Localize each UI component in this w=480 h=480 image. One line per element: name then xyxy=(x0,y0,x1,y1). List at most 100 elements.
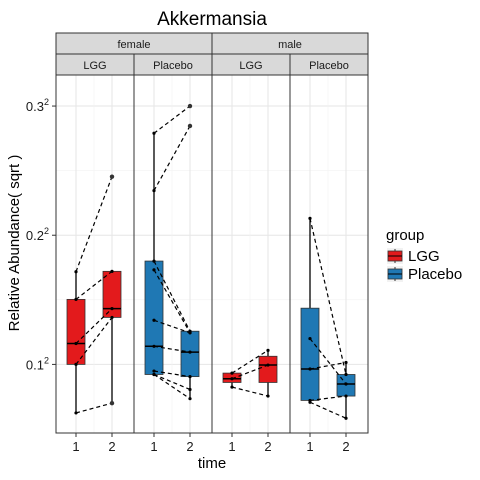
paired-point xyxy=(188,350,192,354)
paired-point xyxy=(152,268,156,272)
paired-point xyxy=(74,411,78,415)
paired-point xyxy=(188,375,192,379)
paired-point xyxy=(230,371,234,375)
paired-line xyxy=(309,338,347,385)
legend-item-placebo: Placebo xyxy=(387,266,462,283)
paired-line xyxy=(153,319,191,334)
y-axis-title: Relative Abundance( sqrt ) xyxy=(6,155,23,332)
x-axis: 1 2 1 2 1 2 1 2 xyxy=(72,433,350,454)
x-tick-label: 1 xyxy=(72,439,79,454)
legend-item-lgg: LGG xyxy=(387,248,440,265)
box-time-2 xyxy=(258,350,278,397)
paired-line xyxy=(153,370,191,378)
paired-line xyxy=(231,386,269,397)
paired-line xyxy=(231,349,269,374)
box xyxy=(300,307,320,401)
panel-female-lgg xyxy=(55,74,135,434)
box-time-1 xyxy=(300,218,320,403)
paired-point xyxy=(344,382,348,386)
paired-point xyxy=(74,341,78,346)
box xyxy=(180,330,200,378)
y-tick-base: 0.1 xyxy=(26,357,44,372)
outlier-point xyxy=(187,123,193,129)
strip-label-placebo: Placebo xyxy=(153,60,193,72)
paired-line xyxy=(153,260,191,332)
x-axis-title: time xyxy=(198,455,226,472)
paired-point xyxy=(74,362,78,367)
paired-line xyxy=(75,270,113,300)
paired-line xyxy=(75,308,113,344)
paired-point xyxy=(74,270,78,274)
strip-label-placebo: Placebo xyxy=(309,60,349,72)
paired-line xyxy=(153,269,191,334)
box xyxy=(66,298,86,365)
paired-point xyxy=(344,416,348,420)
paired-point xyxy=(230,385,234,389)
box xyxy=(102,270,122,318)
panel-background xyxy=(56,75,134,433)
paired-point xyxy=(344,372,348,377)
paired-line xyxy=(75,402,113,414)
paired-point xyxy=(110,307,114,311)
paired-line xyxy=(75,317,113,365)
legend-label: LGG xyxy=(408,248,440,265)
paired-point xyxy=(308,216,312,220)
paired-point xyxy=(308,400,312,404)
x-tick-label: 1 xyxy=(306,439,313,454)
paired-point xyxy=(266,394,270,398)
panel-border xyxy=(289,74,369,434)
paired-point xyxy=(344,394,348,398)
x-tick-label: 2 xyxy=(264,439,271,454)
y-tick-label: 0.32 xyxy=(26,97,49,114)
y-axis: 0.120.220.32 xyxy=(26,97,56,372)
paired-line xyxy=(153,373,191,400)
paired-point xyxy=(344,360,348,365)
y-tick-label: 0.22 xyxy=(26,226,49,243)
x-tick-label: 1 xyxy=(228,439,235,454)
paired-point xyxy=(152,318,156,322)
strip-label-male: male xyxy=(278,39,302,51)
outlier-point xyxy=(109,174,115,179)
x-tick-label: 2 xyxy=(108,439,115,454)
y-tick-exponent: 2 xyxy=(44,355,49,365)
paired-point xyxy=(74,297,78,301)
strip-label-lgg: LGG xyxy=(83,60,106,72)
paired-point xyxy=(110,269,114,273)
paired-line xyxy=(153,105,191,134)
paired-point xyxy=(230,377,234,381)
paired-point xyxy=(152,369,156,373)
box-time-1 xyxy=(144,133,164,375)
paired-point xyxy=(188,387,192,392)
paired-point xyxy=(188,331,192,335)
paired-point xyxy=(152,344,156,348)
box xyxy=(144,260,164,375)
paired-point xyxy=(188,397,192,401)
paired-line xyxy=(153,345,191,353)
outlier-point xyxy=(109,400,115,406)
strip-label-female: female xyxy=(117,39,150,51)
facet-panels xyxy=(55,74,369,434)
y-tick-exponent: 2 xyxy=(44,97,49,107)
y-tick-base: 0.2 xyxy=(26,228,44,243)
paired-line xyxy=(309,218,347,375)
panel-male-placebo xyxy=(289,74,369,434)
chart-title: Akkermansia xyxy=(157,9,267,30)
y-tick-base: 0.3 xyxy=(26,99,44,114)
paired-point xyxy=(152,131,156,135)
panel-female-placebo xyxy=(133,74,213,434)
paired-line xyxy=(309,395,347,402)
paired-point xyxy=(308,367,312,371)
panel-background xyxy=(134,75,212,433)
paired-line xyxy=(75,176,113,272)
box xyxy=(258,355,278,383)
facet-strips: female male LGG Placebo LGG Placebo xyxy=(55,32,369,76)
paired-point xyxy=(110,315,114,320)
legend-label: Placebo xyxy=(408,266,462,283)
y-tick-exponent: 2 xyxy=(44,226,49,236)
paired-line xyxy=(309,361,347,370)
paired-point xyxy=(152,372,156,377)
paired-point xyxy=(266,363,270,367)
paired-point xyxy=(266,348,270,352)
